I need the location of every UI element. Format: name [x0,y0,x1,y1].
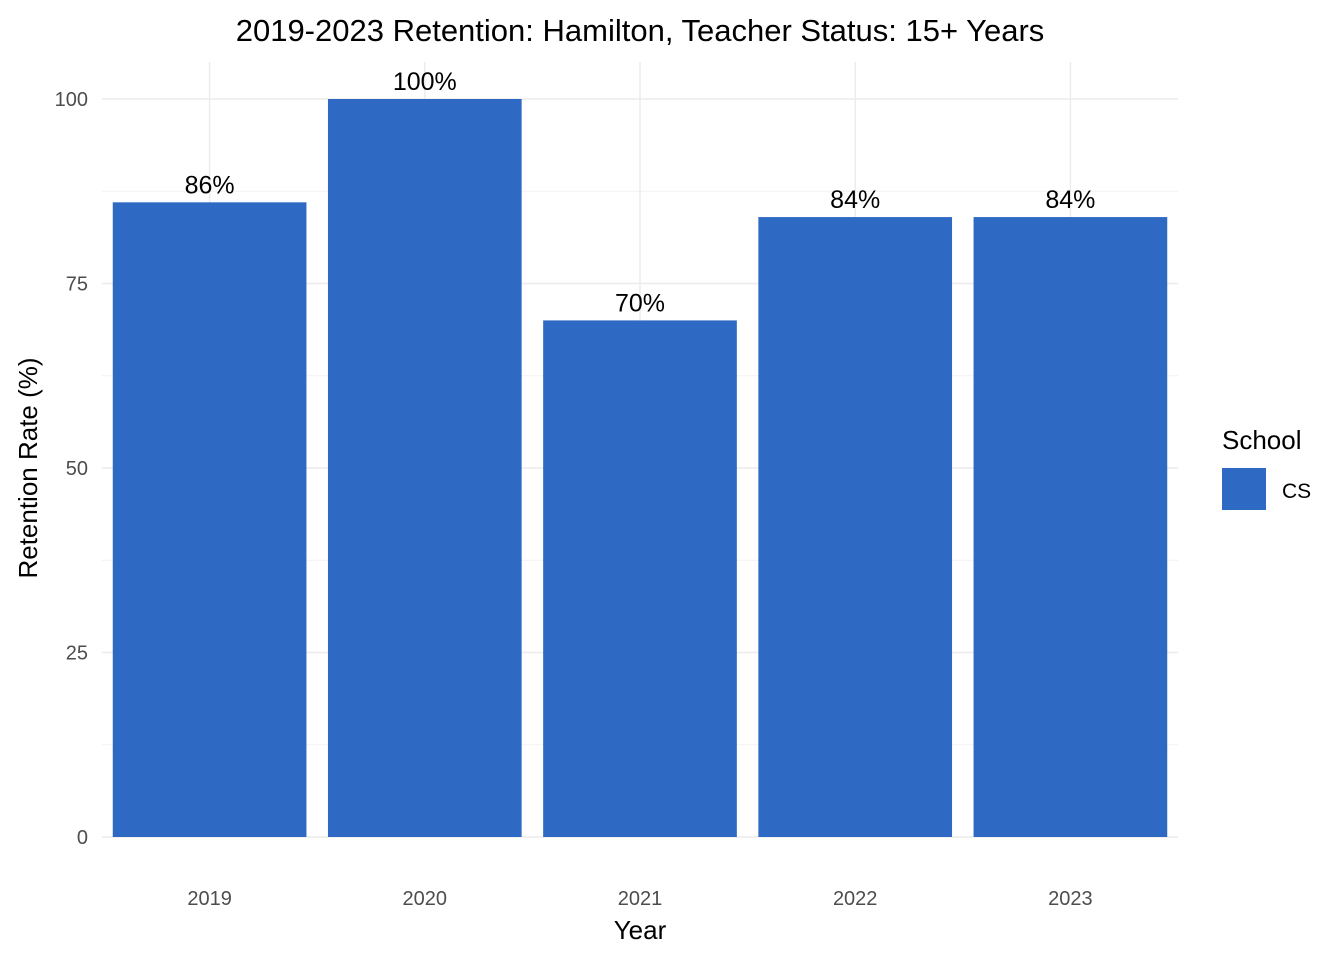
y-axis-ticks: 0 25 50 75 100 [55,89,88,849]
x-tick-label: 2019 [187,888,232,910]
x-axis-title: Year [614,915,667,945]
x-tick-label: 2023 [1048,888,1093,910]
y-tick-label: 75 [66,274,88,296]
data-label-2019: 86% [185,171,235,199]
data-label-2023: 84% [1045,186,1095,214]
bar-2023 [973,217,1168,837]
y-tick-label: 100 [55,89,88,111]
chart-title: 2019-2023 Retention: Hamilton, Teacher S… [236,13,1045,48]
bars [112,99,1168,837]
bar-2020 [327,99,522,837]
x-tick-label: 2021 [618,888,663,910]
y-tick-label: 50 [66,458,88,480]
y-tick-label: 25 [66,643,88,665]
data-label-2022: 84% [830,186,880,214]
legend-key-cs [1222,468,1266,510]
legend-label-cs: CS [1282,480,1311,503]
legend: School CS [1222,425,1311,510]
x-axis-ticks: 2019 2020 2021 2022 2023 [187,888,1092,910]
y-tick-label: 0 [77,827,88,849]
bar-2022 [758,217,953,837]
y-axis-title: Retention Rate (%) [13,357,43,578]
bar-2019 [112,202,307,837]
data-label-2021: 70% [615,289,665,317]
data-labels: 86% 100% 70% 84% 84% [185,68,1096,317]
legend-title: School [1222,425,1302,455]
x-tick-label: 2022 [833,888,878,910]
data-label-2020: 100% [393,68,457,96]
bar-2021 [543,320,737,837]
x-tick-label: 2020 [403,888,448,910]
